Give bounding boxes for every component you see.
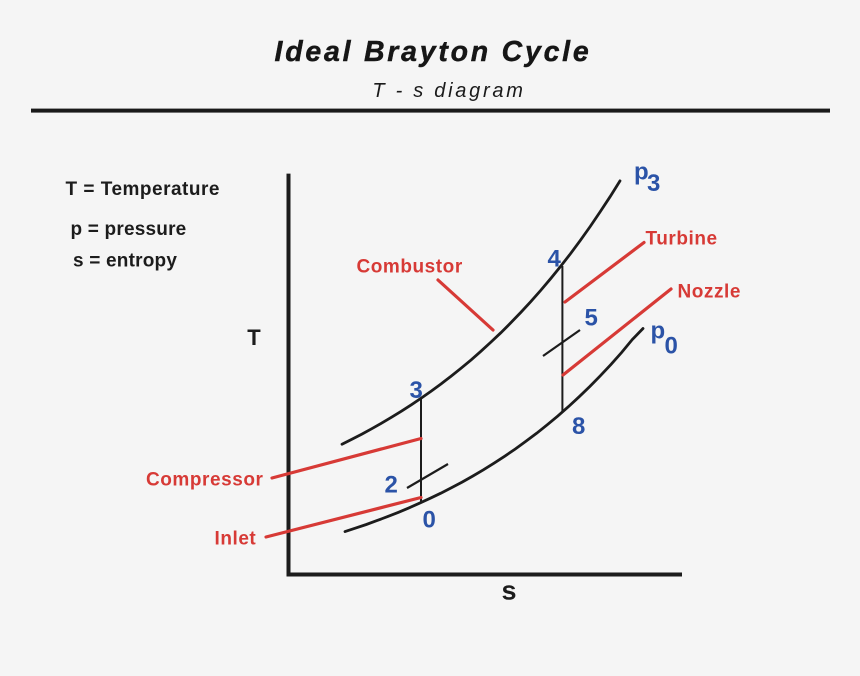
- svg-text:Compressor: Compressor: [146, 470, 263, 491]
- svg-text:4: 4: [548, 246, 562, 273]
- svg-text:T = Temperature: T = Temperature: [66, 179, 220, 200]
- svg-text:p: p: [634, 159, 649, 186]
- svg-text:5: 5: [585, 305, 598, 332]
- svg-text:p = pressure: p = pressure: [71, 219, 187, 240]
- svg-text:3: 3: [647, 170, 660, 197]
- svg-text:Combustor: Combustor: [357, 257, 463, 278]
- svg-text:8: 8: [572, 413, 585, 440]
- svg-text:T - s diagram: T - s diagram: [372, 80, 525, 102]
- svg-text:Turbine: Turbine: [646, 229, 718, 250]
- svg-text:0: 0: [423, 507, 436, 534]
- svg-text:Inlet: Inlet: [215, 528, 257, 549]
- svg-text:3: 3: [410, 377, 423, 404]
- svg-text:Nozzle: Nozzle: [678, 282, 741, 303]
- svg-text:T: T: [247, 325, 261, 350]
- svg-text:p: p: [651, 318, 666, 345]
- svg-text:Ideal Brayton Cycle: Ideal Brayton Cycle: [275, 36, 592, 68]
- svg-text:0: 0: [665, 333, 678, 360]
- svg-text:s = entropy: s = entropy: [73, 251, 177, 272]
- svg-text:s: s: [501, 576, 516, 606]
- svg-text:2: 2: [385, 472, 398, 499]
